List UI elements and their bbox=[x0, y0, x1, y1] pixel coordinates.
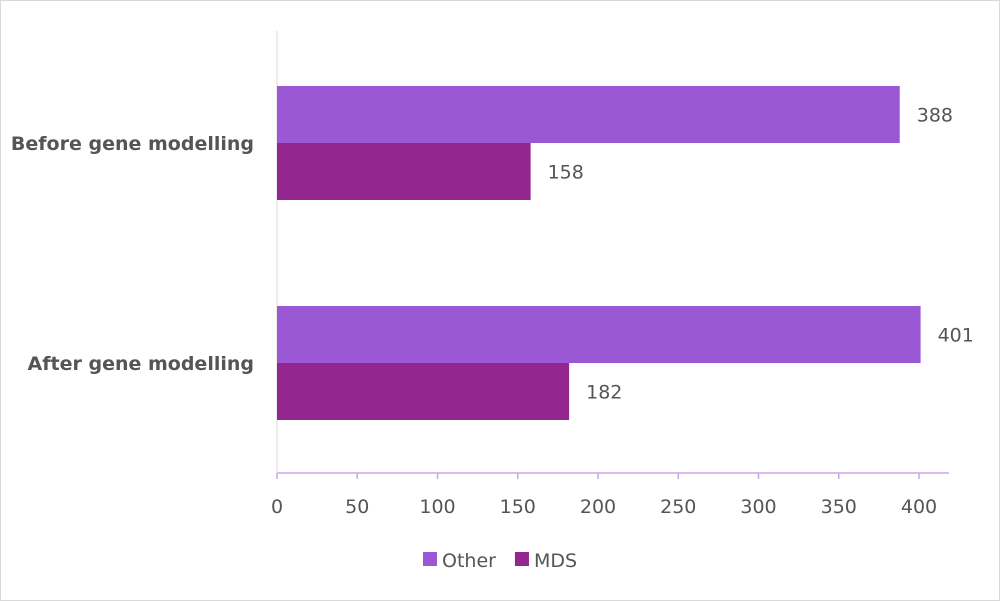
x-tick-label: 250 bbox=[660, 496, 696, 518]
bar-mds bbox=[277, 143, 531, 200]
category-label: After gene modelling bbox=[28, 353, 254, 375]
x-tick-label: 150 bbox=[500, 496, 536, 518]
legend-swatch-other bbox=[423, 552, 437, 566]
data-label: 401 bbox=[938, 325, 974, 347]
x-tick-label: 200 bbox=[580, 496, 616, 518]
legend-label-mds: MDS bbox=[534, 550, 577, 572]
bar-other bbox=[277, 86, 900, 143]
legend-swatch-mds bbox=[514, 552, 529, 566]
bar-mds bbox=[277, 363, 570, 420]
category-label: Before gene modelling bbox=[11, 133, 254, 155]
x-tick-label: 50 bbox=[345, 496, 369, 518]
data-label: 158 bbox=[548, 162, 584, 184]
legend-label-other: Other bbox=[442, 550, 496, 572]
x-tick-label: 400 bbox=[901, 496, 937, 518]
x-tick-label: 0 bbox=[271, 496, 283, 518]
x-tick-label: 300 bbox=[740, 496, 776, 518]
bar-other bbox=[277, 306, 921, 363]
data-label: 388 bbox=[917, 105, 953, 127]
x-tick-label: 350 bbox=[821, 496, 857, 518]
x-tick-label: 100 bbox=[419, 496, 455, 518]
data-label: 182 bbox=[586, 382, 622, 404]
